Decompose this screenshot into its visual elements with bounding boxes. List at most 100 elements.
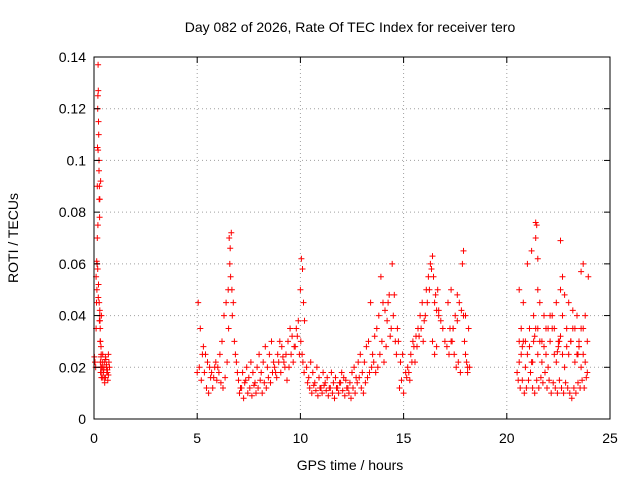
data-point [256, 351, 263, 358]
data-point [227, 273, 234, 280]
data-point [231, 338, 238, 345]
data-point [531, 390, 538, 397]
data-point [563, 343, 570, 350]
data-point [238, 385, 245, 391]
data-point [429, 338, 436, 345]
data-point [298, 255, 305, 262]
chart-title: Day 082 of 2026, Rate Of TEC Index for r… [185, 19, 516, 35]
data-point [95, 281, 102, 288]
data-point [451, 351, 458, 358]
data-point [564, 385, 571, 391]
data-point [349, 369, 355, 376]
data-point [412, 359, 418, 366]
data-point [391, 291, 398, 298]
data-point [204, 359, 211, 366]
data-point [234, 369, 241, 376]
data-point [393, 351, 400, 358]
data-point [390, 312, 397, 319]
data-point [518, 351, 525, 358]
data-point [464, 369, 471, 376]
data-point [226, 260, 233, 267]
data-point [95, 118, 102, 125]
data-point [538, 359, 545, 366]
data-point [316, 374, 322, 381]
data-point [514, 369, 521, 376]
data-point [458, 307, 465, 314]
data-point [203, 385, 210, 391]
data-point [516, 338, 523, 345]
data-point [554, 390, 561, 397]
data-point [341, 392, 348, 399]
data-point [228, 286, 235, 293]
data-point [351, 364, 358, 371]
data-point [466, 364, 473, 371]
data-point [372, 369, 379, 376]
data-point [194, 369, 201, 376]
data-point [227, 245, 234, 252]
data-point [428, 266, 435, 272]
data-point [535, 385, 542, 391]
data-point [583, 374, 590, 381]
data-point [368, 364, 375, 371]
data-point [337, 379, 344, 386]
data-point [268, 338, 275, 345]
data-point [276, 338, 283, 345]
data-point [530, 312, 537, 319]
data-point [579, 377, 586, 384]
data-point [465, 325, 472, 332]
data-point [224, 359, 231, 366]
data-point [225, 325, 232, 332]
data-point [450, 325, 457, 332]
data-point [94, 144, 101, 151]
data-point [327, 385, 334, 391]
data-point [102, 356, 109, 363]
y-axis-label: ROTI / TECUs [5, 193, 21, 283]
data-point [96, 317, 103, 324]
data-point [95, 87, 102, 94]
data-point [95, 294, 102, 301]
data-point [576, 338, 582, 345]
data-point [403, 374, 410, 381]
data-point [297, 338, 304, 345]
data-point [565, 351, 572, 358]
data-point [534, 351, 541, 358]
data-point [517, 385, 524, 391]
data-point [356, 374, 363, 381]
data-point [530, 338, 537, 345]
data-point [575, 351, 581, 358]
data-point [252, 379, 258, 386]
data-point [97, 178, 104, 185]
data-point [417, 312, 424, 319]
data-point [528, 247, 535, 254]
data-point [435, 307, 442, 314]
data-point [245, 374, 252, 381]
data-point [578, 268, 585, 275]
data-point [570, 385, 577, 391]
data-point [330, 379, 337, 386]
data-point [96, 299, 103, 306]
data-point [541, 343, 547, 350]
data-point [95, 147, 102, 154]
data-point [232, 351, 239, 358]
data-point [205, 390, 212, 397]
data-point [522, 364, 529, 371]
data-point [359, 369, 366, 376]
data-point [521, 390, 528, 397]
data-point [289, 333, 296, 340]
data-point [284, 377, 290, 384]
data-point [199, 351, 206, 358]
data-point [525, 377, 532, 384]
data-point [310, 382, 317, 389]
data-point [239, 369, 246, 376]
data-point [425, 273, 432, 280]
data-point [437, 317, 444, 324]
data-point [370, 359, 377, 366]
data-points [91, 61, 592, 402]
data-point [560, 390, 567, 397]
data-point [568, 395, 575, 402]
data-point [386, 291, 393, 298]
data-point [364, 374, 371, 381]
data-point [585, 273, 592, 280]
data-point [394, 325, 401, 332]
data-point [536, 299, 543, 306]
